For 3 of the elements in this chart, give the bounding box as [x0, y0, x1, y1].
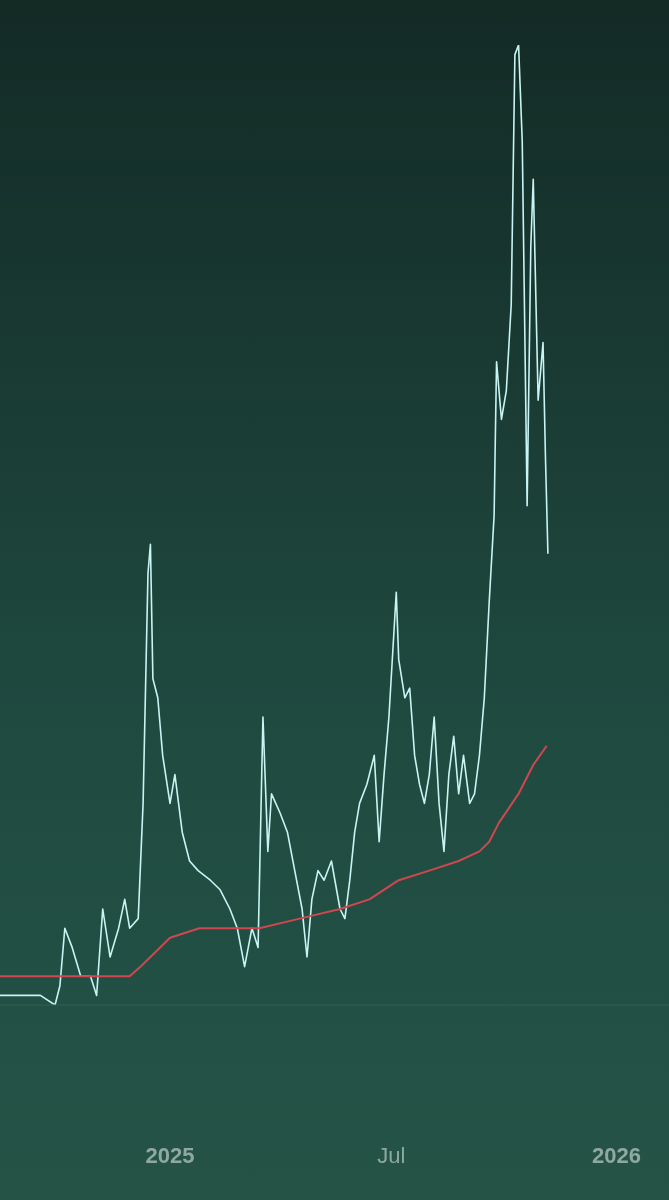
x-tick-label: 2025: [145, 1143, 195, 1168]
x-tick-label: Jul: [377, 1143, 406, 1168]
x-tick-label: 2026: [591, 1143, 641, 1168]
